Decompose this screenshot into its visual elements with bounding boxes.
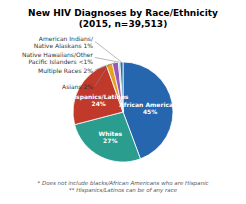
svg-text:African Americans45%: African Americans45% [119, 100, 181, 114]
html-text:New HIV Diagnoses by Race/Ethn: New HIV Diagnoses by Race/Ethnicity [28, 8, 218, 18]
html-text:(2015, n=39,513): (2015, n=39,513) [78, 19, 168, 29]
svg-text:Hispanics/Latinos24%: Hispanics/Latinos24% [69, 92, 129, 106]
svg-text:Whites27%: Whites27% [99, 129, 123, 143]
svg-text:Asians 2%: Asians 2% [62, 83, 93, 90]
svg-text:Multiple Races 2%: Multiple Races 2% [38, 67, 93, 75]
html-text:* Does not include blacks/Afri: * Does not include blacks/African Americ… [37, 180, 209, 186]
svg-text:American Indians/Native Alaska: American Indians/Native Alaskans 1% [34, 35, 94, 49]
html-text:** Hispanics/Latinos can be of: ** Hispanics/Latinos can be of any race [68, 187, 178, 193]
svg-text:Native Hawaiians/OtherPacific: Native Hawaiians/OtherPacific Islanders … [22, 51, 94, 65]
